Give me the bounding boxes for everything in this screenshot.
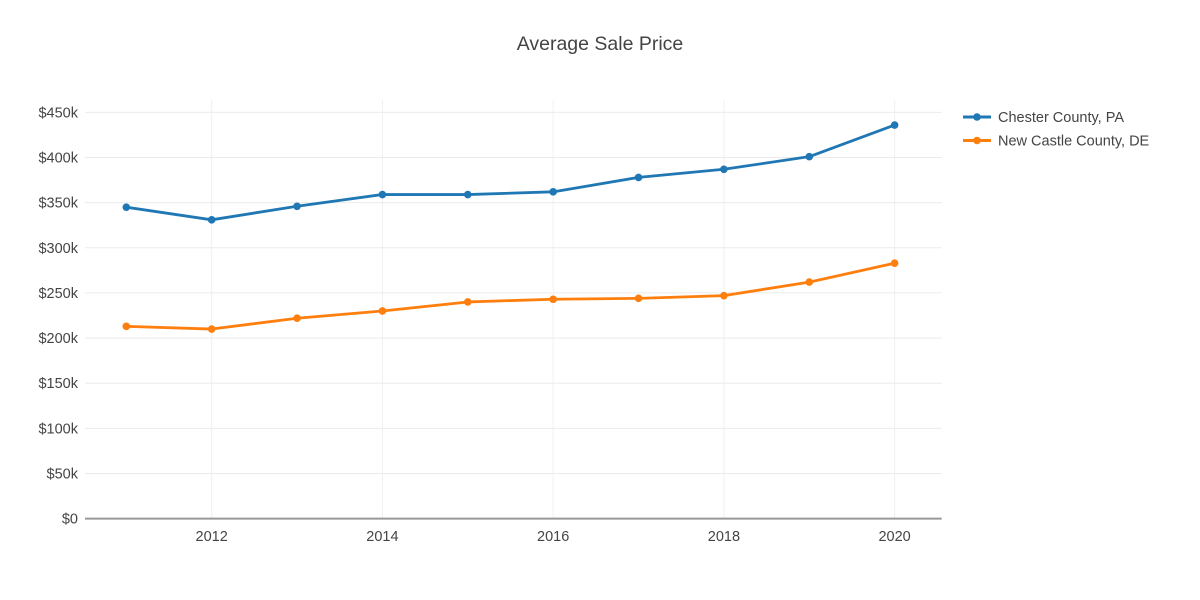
- data-point-2020[interactable]: [890, 259, 899, 267]
- series-line: [124, 123, 897, 222]
- series-line: [124, 261, 897, 331]
- data-point-2013[interactable]: [293, 202, 301, 211]
- legend-label: New Castle County, DE: [998, 134, 1150, 150]
- y-tick-label: $100k: [38, 421, 78, 437]
- legend-swatch-dot: [973, 136, 981, 145]
- data-point-2012[interactable]: [207, 216, 216, 224]
- data-point-2017[interactable]: [634, 294, 643, 303]
- legend-swatch-dot: [973, 113, 981, 121]
- data-point-2017[interactable]: [634, 173, 643, 182]
- data-point-2019[interactable]: [805, 278, 814, 286]
- legend-label: Chester County, PA: [998, 110, 1124, 126]
- y-tick-label: $450k: [38, 105, 78, 121]
- y-tick-label: $350k: [38, 196, 78, 212]
- data-point-2018[interactable]: [720, 291, 728, 300]
- legend-item-chester-county-pa[interactable]: Chester County, PA: [963, 110, 1124, 126]
- y-tick-label: $150k: [38, 376, 78, 392]
- x-tick-label: 2014: [366, 529, 398, 545]
- data-point-2013[interactable]: [293, 314, 301, 323]
- data-point-2015[interactable]: [463, 298, 472, 306]
- data-point-2020[interactable]: [890, 121, 899, 129]
- legend-item-new-castle-county-de[interactable]: New Castle County, DE: [963, 134, 1150, 150]
- y-tick-label: $300k: [38, 241, 78, 257]
- y-tick-label: $200k: [38, 331, 78, 347]
- data-point-2014[interactable]: [378, 190, 387, 199]
- tick-label-layer: $0 $50k $100k $150k $200k $250k $300k $350k $400…: [38, 105, 910, 545]
- data-point-2011[interactable]: [122, 322, 131, 331]
- data-point-2016[interactable]: [549, 295, 557, 304]
- series-new-castle-county-de: [122, 259, 899, 333]
- data-point-2016[interactable]: [549, 188, 557, 196]
- y-tick-label: $50k: [47, 466, 79, 482]
- data-point-2019[interactable]: [805, 152, 814, 161]
- data-point-2018[interactable]: [720, 165, 728, 174]
- x-tick-label: 2016: [537, 529, 569, 545]
- y-tick-label: $250k: [38, 286, 78, 302]
- x-tick-label: 2012: [196, 529, 228, 545]
- data-point-2014[interactable]: [378, 307, 387, 315]
- data-point-2011[interactable]: [122, 203, 131, 211]
- data-point-2015[interactable]: [463, 190, 472, 199]
- series-layer: [122, 121, 899, 333]
- chart-title: Average Sale Price: [517, 33, 684, 55]
- legend: Chester County, PA New Castle County, DE: [963, 110, 1150, 150]
- grid-layer: [85, 100, 942, 519]
- x-tick-label: 2018: [708, 529, 740, 545]
- series-chester-county-pa: [122, 121, 899, 224]
- y-tick-label: $0: [62, 512, 78, 528]
- y-tick-label: $400k: [38, 151, 78, 167]
- x-tick-label: 2020: [878, 529, 910, 545]
- data-point-2012[interactable]: [207, 325, 216, 333]
